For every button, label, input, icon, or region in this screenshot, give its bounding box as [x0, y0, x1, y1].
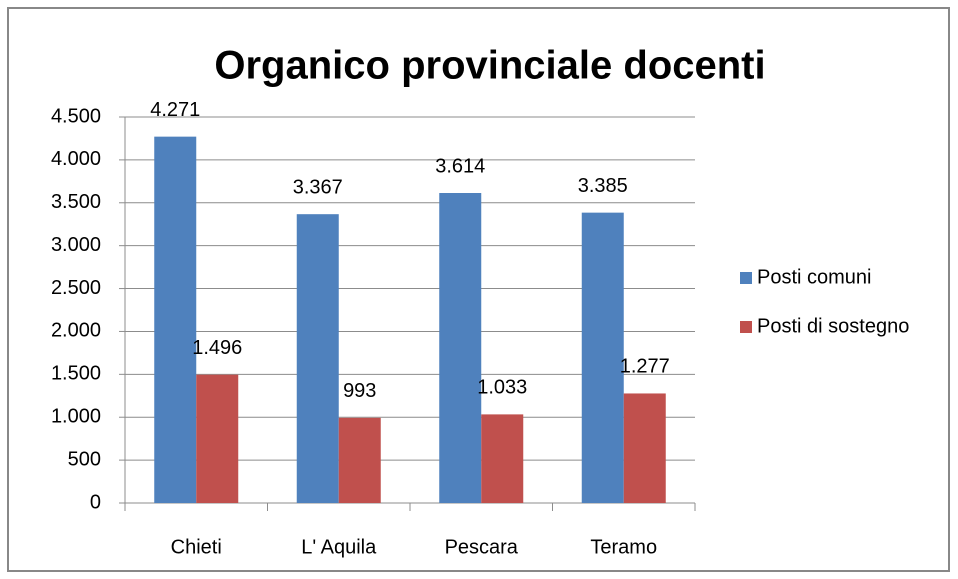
x-tick-label: Chieti	[171, 536, 222, 558]
bar	[481, 414, 524, 503]
bar	[439, 192, 482, 503]
y-tick-label: 1.000	[51, 406, 101, 428]
y-tick-label: 3.000	[51, 234, 101, 256]
legend-label: Posti comuni	[757, 266, 872, 288]
legend-label: Posti di sostegno	[757, 315, 909, 337]
y-tick-label: 4.000	[51, 148, 101, 170]
bar	[338, 417, 381, 503]
y-tick-label: 2.000	[51, 320, 101, 342]
legend-swatch	[740, 272, 752, 284]
value-label: 3.367	[293, 176, 343, 198]
value-label: 3.385	[578, 175, 628, 197]
chart-title: Organico provinciale docenti	[214, 44, 765, 88]
bar	[196, 374, 239, 503]
value-label: 4.271	[150, 99, 200, 121]
value-label: 1.033	[477, 377, 527, 399]
x-tick-label: L' Aquila	[301, 536, 377, 558]
x-tick-label: Pescara	[445, 536, 519, 558]
y-tick-label: 0	[90, 491, 101, 513]
value-label: 3.614	[435, 155, 485, 177]
bar	[623, 393, 666, 503]
y-tick-label: 1.500	[51, 363, 101, 385]
bar	[154, 136, 197, 503]
legend-swatch	[740, 321, 752, 333]
x-tick-label: Teramo	[590, 536, 657, 558]
value-label: 1.496	[192, 337, 242, 359]
value-label: 1.277	[620, 356, 670, 378]
y-tick-label: 3.500	[51, 191, 101, 213]
bar	[581, 212, 624, 504]
bar	[296, 214, 339, 503]
value-label: 993	[343, 380, 376, 402]
y-tick-label: 2.500	[51, 277, 101, 299]
y-tick-label: 4.500	[51, 105, 101, 127]
y-tick-label: 500	[68, 448, 101, 470]
